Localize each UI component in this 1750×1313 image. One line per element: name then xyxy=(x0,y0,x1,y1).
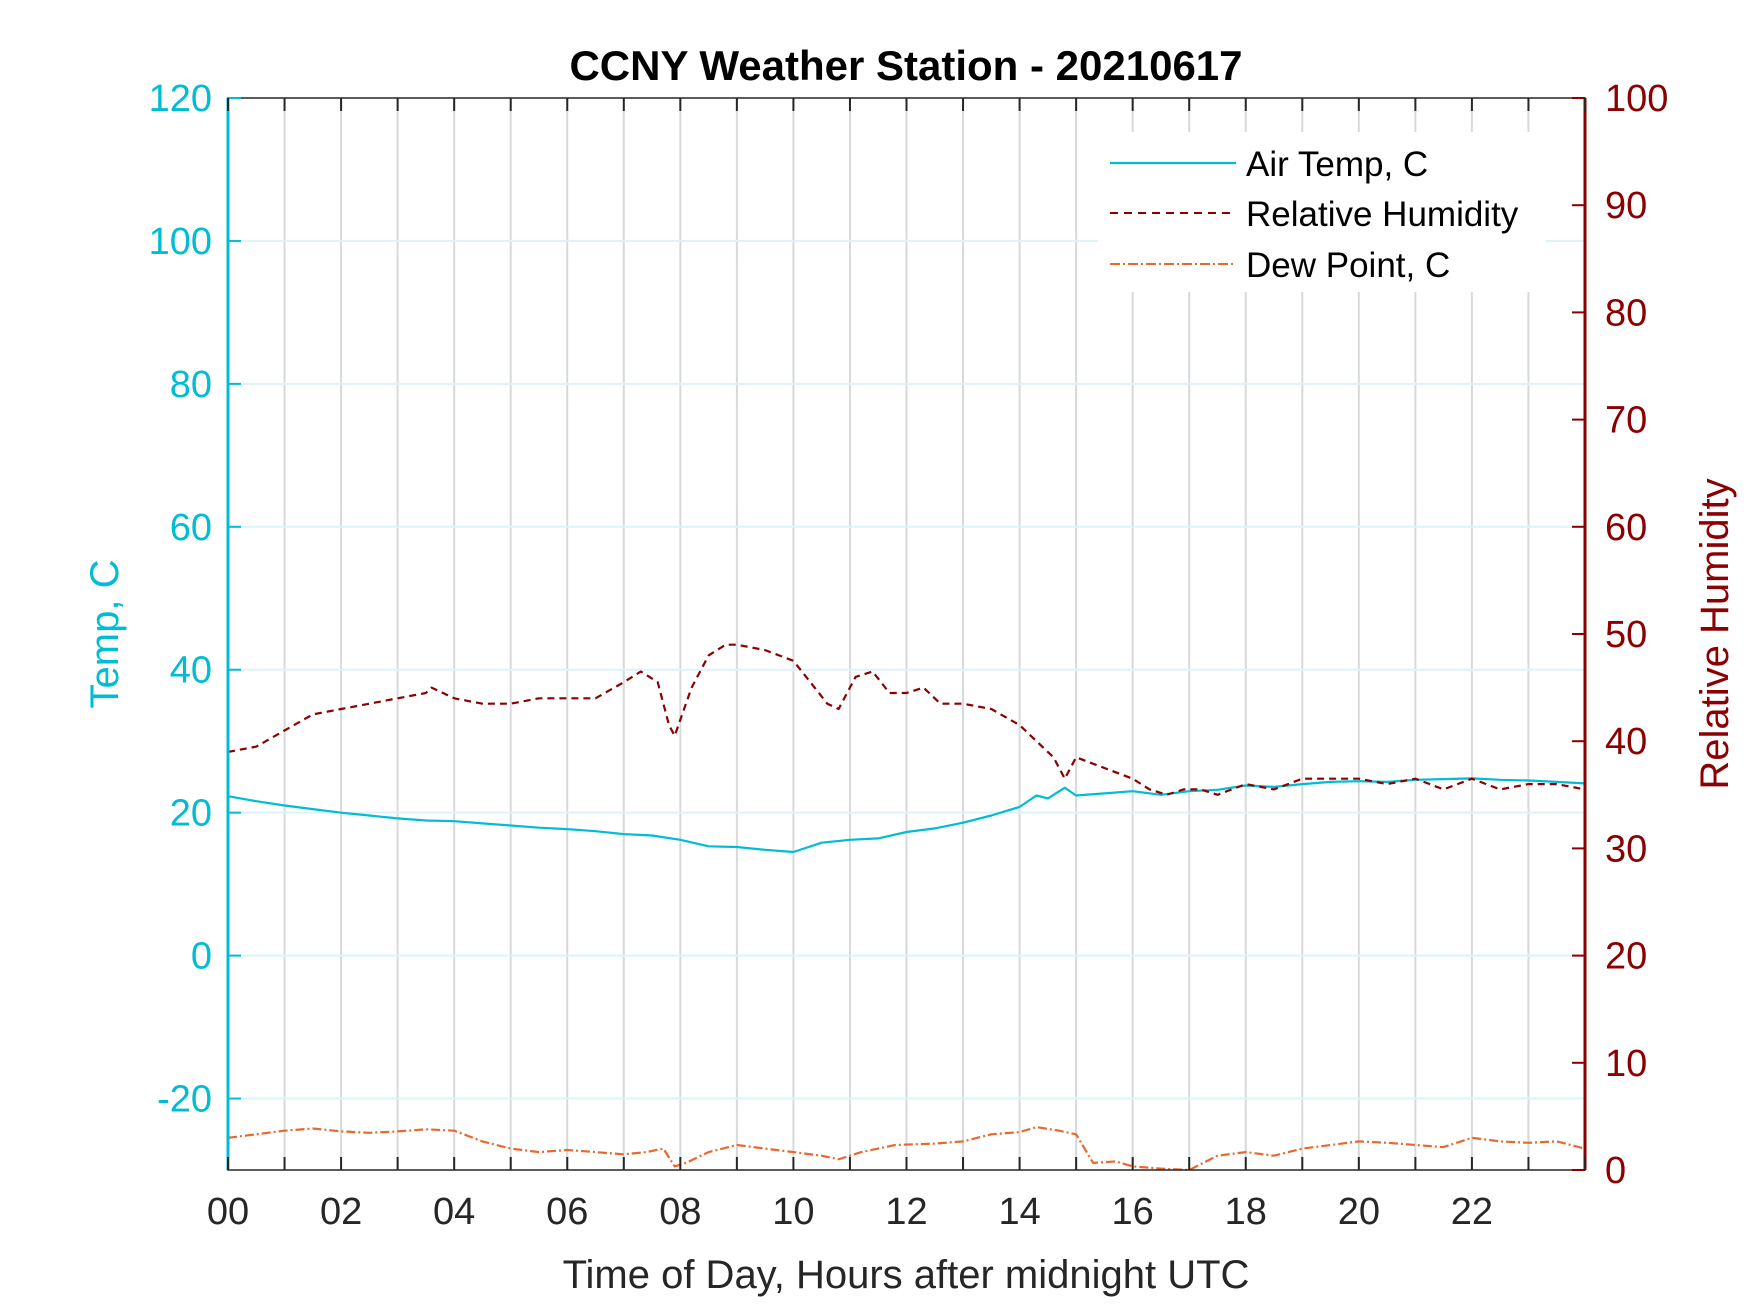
y-tick-label-right: 50 xyxy=(1605,614,1647,656)
y-axis-label-right: Relative Humidity xyxy=(1693,478,1737,789)
x-axis-label: Time of Day, Hours after midnight UTC xyxy=(563,1253,1250,1297)
y-tick-label-right: 80 xyxy=(1605,292,1647,334)
grid-lines xyxy=(228,98,1585,1170)
series-line-dew-point-c xyxy=(227,1125,1586,1172)
y-tick-label-left: 80 xyxy=(170,364,212,406)
x-tick-label: 14 xyxy=(998,1191,1040,1233)
y-tick-label-left: 100 xyxy=(149,221,212,263)
series-line-relative-humidity xyxy=(227,643,1586,796)
y-tick-label-left: 120 xyxy=(149,78,212,120)
x-tick-label: 10 xyxy=(772,1191,814,1233)
y-tick-label-left: 0 xyxy=(191,936,212,978)
y-tick-label-left: -20 xyxy=(157,1079,212,1121)
y-tick-label-right: 60 xyxy=(1605,507,1647,549)
x-tick-label: 12 xyxy=(885,1191,927,1233)
x-tick-label: 20 xyxy=(1338,1191,1380,1233)
legend-label-dew-point: Dew Point, C xyxy=(1246,246,1450,285)
y-tick-label-right: 100 xyxy=(1605,78,1668,120)
x-tick-label: 18 xyxy=(1225,1191,1267,1233)
y-tick-label-left: 60 xyxy=(170,507,212,549)
y-tick-label-left: 20 xyxy=(170,793,212,835)
legend-label-air-temp: Air Temp, C xyxy=(1246,145,1428,184)
x-tick-label: 02 xyxy=(320,1191,362,1233)
y-tick-label-right: 70 xyxy=(1605,400,1647,442)
y-tick-label-right: 40 xyxy=(1605,721,1647,763)
chart-title: CCNY Weather Station - 20210617 xyxy=(569,42,1242,89)
y-tick-label-right: 20 xyxy=(1605,936,1647,978)
series-line-air-temp-c xyxy=(227,777,1586,854)
y-axis-label-left: Temp, C xyxy=(83,560,127,709)
x-tick-label: 06 xyxy=(546,1191,588,1233)
y-tick-label-right: 90 xyxy=(1605,185,1647,227)
data-series xyxy=(227,643,1586,1172)
legend-label-relative-humidity: Relative Humidity xyxy=(1246,195,1519,234)
x-tick-label: 16 xyxy=(1112,1191,1154,1233)
y-tick-label-right: 30 xyxy=(1605,828,1647,870)
y-tick-label-right: 0 xyxy=(1605,1150,1626,1192)
x-tick-label: 04 xyxy=(433,1191,475,1233)
y-tick-label-left: 40 xyxy=(170,650,212,692)
axes: -200204060801001200102030405060708090100… xyxy=(149,78,1669,1233)
legend: Air Temp, C Relative Humidity Dew Point,… xyxy=(1098,132,1546,292)
x-tick-label: 08 xyxy=(659,1191,701,1233)
x-tick-label: 22 xyxy=(1451,1191,1493,1233)
y-tick-label-right: 10 xyxy=(1605,1043,1647,1085)
x-tick-label: 00 xyxy=(207,1191,249,1233)
